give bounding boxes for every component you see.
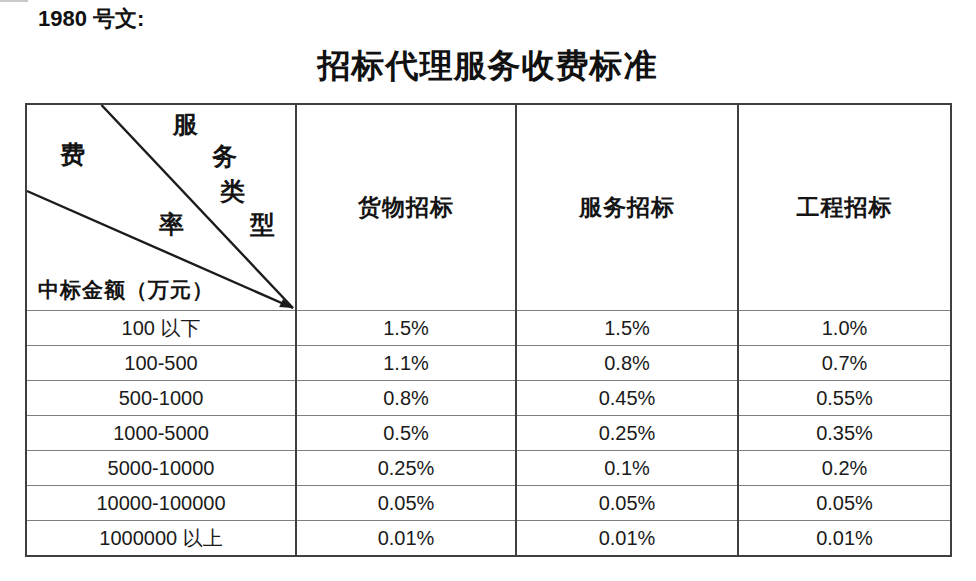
rate-cell: 1.0% [738, 311, 951, 346]
rate-cell: 0.01% [296, 521, 516, 557]
table-row: 5000-10000 0.25% 0.1% 0.2% [26, 451, 951, 486]
rate-cell: 1.5% [516, 311, 738, 346]
corner-amount-axis-label: 中标金额（万元） [38, 279, 214, 301]
column-header-goods-bidding: 货物招标 [296, 104, 516, 311]
rate-cell: 0.01% [516, 521, 738, 557]
page-edge-artifact [0, 0, 28, 2]
rate-cell: 0.45% [516, 381, 738, 416]
page-title: 招标代理服务收费标准 [25, 44, 950, 89]
table-row: 1000-5000 0.5% 0.25% 0.35% [26, 416, 951, 451]
rate-cell: 0.55% [738, 381, 951, 416]
rate-cell: 0.05% [516, 486, 738, 521]
rate-cell: 0.25% [296, 451, 516, 486]
rate-cell: 0.7% [738, 346, 951, 381]
table-corner-cell: 费 服 务 类 型 率 中标金额（万元） [26, 104, 296, 311]
corner-service-char-3: 类 [220, 179, 246, 204]
rate-cell: 0.2% [738, 451, 951, 486]
table-header-row: 费 服 务 类 型 率 中标金额（万元） 货物招标 服务招标 工程招标 [26, 104, 951, 311]
rate-cell: 0.8% [296, 381, 516, 416]
row-amount-label: 1000000 以上 [26, 521, 296, 557]
corner-fee-char: 费 [60, 142, 86, 167]
corner-service-char-2: 务 [212, 144, 238, 169]
doc-number-label: 1980 号文: [38, 4, 144, 34]
corner-service-char-1: 服 [173, 112, 199, 137]
row-amount-label: 100 以下 [26, 311, 296, 346]
row-amount-label: 10000-100000 [26, 486, 296, 521]
document-page: 1980 号文: 招标代理服务收费标准 费 服 务 类 [0, 0, 976, 581]
row-amount-label: 500-1000 [26, 381, 296, 416]
table-row: 1000000 以上 0.01% 0.01% 0.01% [26, 521, 951, 557]
row-amount-label: 1000-5000 [26, 416, 296, 451]
row-amount-label: 100-500 [26, 346, 296, 381]
column-header-service-bidding: 服务招标 [516, 104, 738, 311]
corner-rate-char: 率 [159, 212, 185, 237]
rate-cell: 0.01% [738, 521, 951, 557]
rate-cell: 1.5% [296, 311, 516, 346]
rate-cell: 0.05% [738, 486, 951, 521]
column-header-engineering-bidding: 工程招标 [738, 104, 951, 311]
rate-cell: 0.5% [296, 416, 516, 451]
rate-cell: 0.1% [516, 451, 738, 486]
rate-cell: 0.25% [516, 416, 738, 451]
rate-cell: 0.35% [738, 416, 951, 451]
rate-cell: 0.8% [516, 346, 738, 381]
row-amount-label: 5000-10000 [26, 451, 296, 486]
rate-cell: 0.05% [296, 486, 516, 521]
fee-standard-table: 费 服 务 类 型 率 中标金额（万元） 货物招标 服务招标 工程招标 100 … [25, 103, 952, 557]
table-row: 500-1000 0.8% 0.45% 0.55% [26, 381, 951, 416]
table-row: 100 以下 1.5% 1.5% 1.0% [26, 311, 951, 346]
rate-cell: 1.1% [296, 346, 516, 381]
table-row: 10000-100000 0.05% 0.05% 0.05% [26, 486, 951, 521]
table-row: 100-500 1.1% 0.8% 0.7% [26, 346, 951, 381]
corner-service-char-4: 型 [250, 212, 276, 237]
